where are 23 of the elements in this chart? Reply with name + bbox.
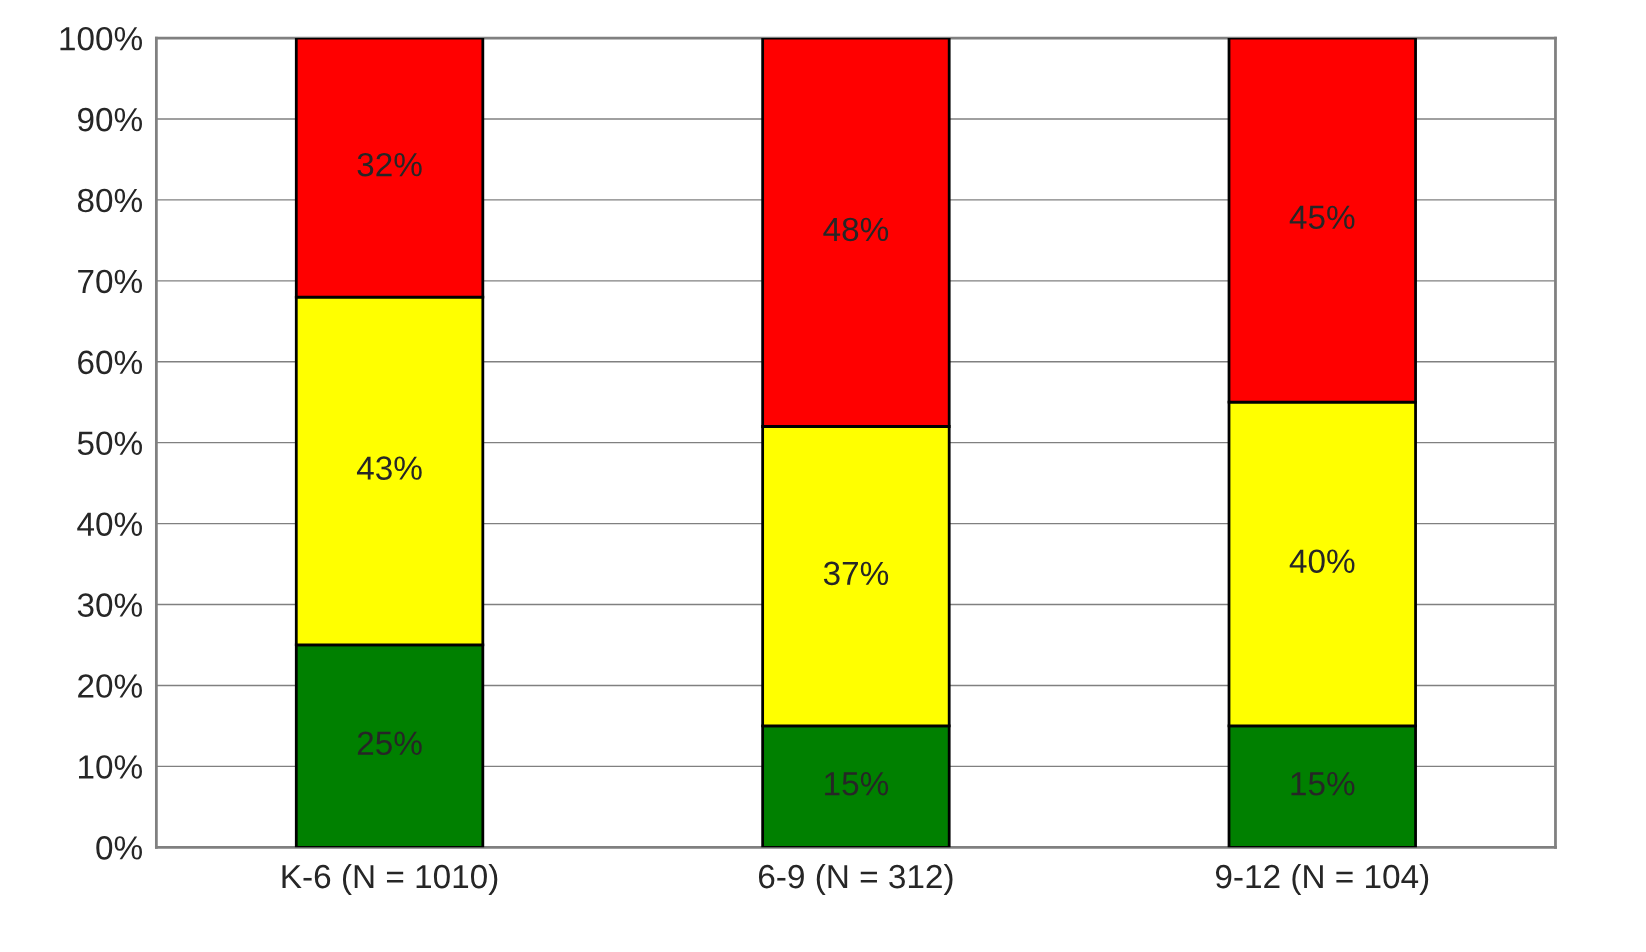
data-label: 32% [357,152,422,177]
y-tick-label: 30% [77,593,142,617]
data-label: 40% [1289,549,1355,574]
x-tick-label: 9-12 (N = 104) [1215,863,1429,895]
x-tick-label: 6-9 (N = 312) [758,863,953,895]
data-label: 37% [823,561,889,586]
x-tick-label: K-6 (N = 1010) [282,863,498,895]
data-label: 48% [823,217,889,242]
data-label: 15% [1291,772,1355,796]
y-tick-label: 60% [78,350,142,375]
data-label: 15% [825,772,889,796]
y-tick-label: 50% [77,431,142,456]
y-tick-label: 20% [78,674,142,698]
y-tick-label: 0% [96,836,142,860]
data-label: 45% [1289,205,1355,230]
y-tick-label: 90% [78,107,142,132]
y-tick-label: 80% [77,188,142,213]
y-tick-label: 40% [77,512,142,537]
y-tick-label: 70% [78,269,142,294]
data-label: 25% [357,731,422,756]
y-tick-label: 100% [60,26,142,51]
data-label: 43% [356,456,422,480]
y-tick-label: 10% [79,755,142,779]
